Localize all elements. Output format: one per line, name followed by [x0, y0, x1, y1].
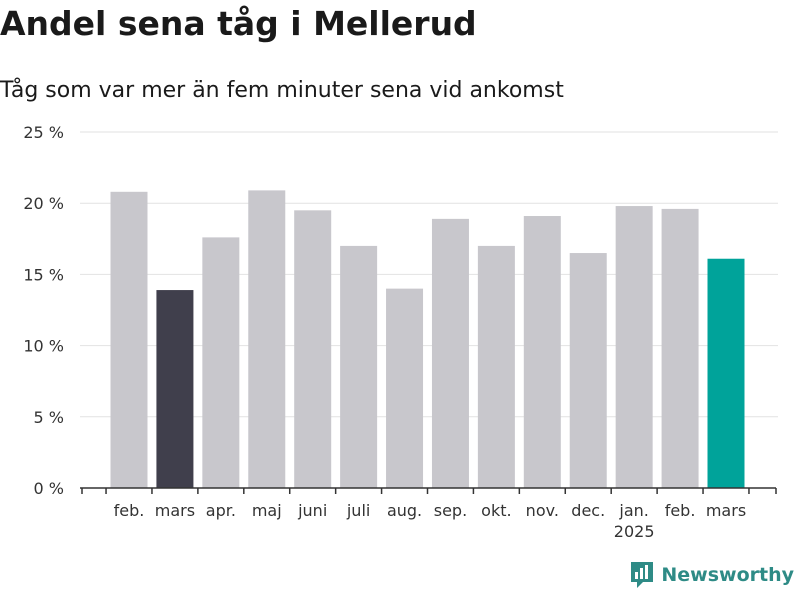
bar: [431, 218, 469, 488]
x-tick-label: jan.: [618, 501, 648, 520]
bar: [615, 206, 653, 488]
brand-logo: Newsworthy: [629, 560, 794, 590]
y-tick-label: 20 %: [23, 194, 64, 213]
bar: [477, 245, 515, 488]
chart-subtitle: Tåg som var mer än fem minuter sena vid …: [0, 78, 564, 103]
bar: [294, 210, 332, 488]
x-tick-label: apr.: [206, 501, 236, 520]
brand-name: Newsworthy: [661, 564, 794, 586]
x-tick-label: juli: [346, 501, 370, 520]
bar: [248, 190, 286, 488]
x-tick-label: okt.: [481, 501, 511, 520]
x-tick-label: maj: [252, 501, 282, 520]
x-year-label: 2025: [614, 522, 655, 541]
bar-chart: 0 % 5 % 10 % 15 % 20 % 25 % feb. mars apr. maj jun…: [23, 123, 778, 541]
newsworthy-logo-icon: [631, 562, 654, 588]
bar: [202, 237, 240, 488]
bar: [340, 245, 378, 488]
x-tick-label: mars: [155, 501, 195, 520]
x-tick-label: nov.: [526, 501, 559, 520]
bar: [707, 258, 745, 488]
x-tick-label: sep.: [434, 501, 467, 520]
y-tick-label: 10 %: [23, 337, 64, 356]
y-tick-label: 5 %: [34, 408, 64, 427]
bar: [386, 288, 424, 488]
chart-title: Andel sena tåg i Mellerud: [0, 4, 477, 43]
bar: [523, 216, 561, 489]
x-tick-label: aug.: [387, 501, 422, 520]
x-tick-label: feb.: [665, 501, 696, 520]
bar: [156, 290, 194, 488]
y-tick-label: 25 %: [23, 123, 64, 142]
x-tick-label: mars: [706, 501, 746, 520]
x-tick-label: juni: [297, 501, 327, 520]
bar: [661, 208, 699, 488]
bar: [110, 191, 148, 489]
y-tick-label: 15 %: [23, 265, 64, 284]
x-tick-label: feb.: [114, 501, 145, 520]
x-tick-label: dec.: [571, 501, 605, 520]
bar: [569, 253, 607, 488]
y-tick-label: 0 %: [34, 479, 64, 498]
